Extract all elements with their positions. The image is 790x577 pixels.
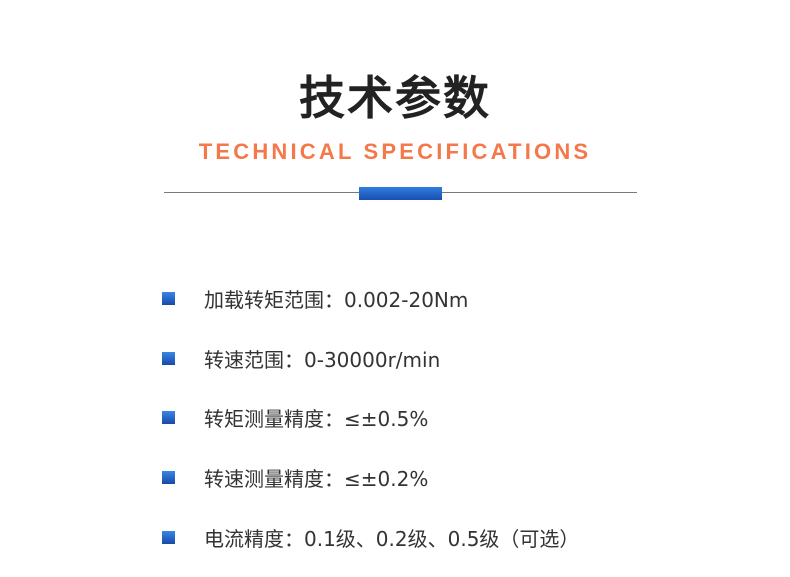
spec-item: 电流精度：0.1级、0.2级、0.5级（可选） xyxy=(162,522,579,552)
square-bullet-icon xyxy=(162,470,175,484)
page-title: 技术参数 xyxy=(299,71,491,125)
spec-item: 转矩测量精度：≤±0.5% xyxy=(162,402,428,432)
spec-item: 转速测量精度：≤±0.2% xyxy=(162,462,428,492)
square-bullet-icon xyxy=(162,351,175,365)
square-bullet-icon xyxy=(162,291,175,305)
spec-text: 电流精度：0.1级、0.2级、0.5级（可选） xyxy=(204,526,580,551)
spec-text: 转矩测量精度：≤±0.5% xyxy=(204,406,429,431)
square-bullet-icon xyxy=(162,410,175,424)
spec-item: 转速范围：0-30000r/min xyxy=(162,343,440,373)
spec-text: 转速范围：0-30000r/min xyxy=(204,347,441,372)
spec-text: 加载转矩范围：0.002-20Nm xyxy=(204,287,469,312)
divider-accent-bar xyxy=(359,187,442,200)
page-subtitle: TECHNICAL SPECIFICATIONS xyxy=(198,139,592,164)
spec-text: 转速测量精度：≤±0.2% xyxy=(204,466,429,491)
spec-item: 加载转矩范围：0.002-20Nm xyxy=(162,283,468,313)
square-bullet-icon xyxy=(162,530,175,544)
